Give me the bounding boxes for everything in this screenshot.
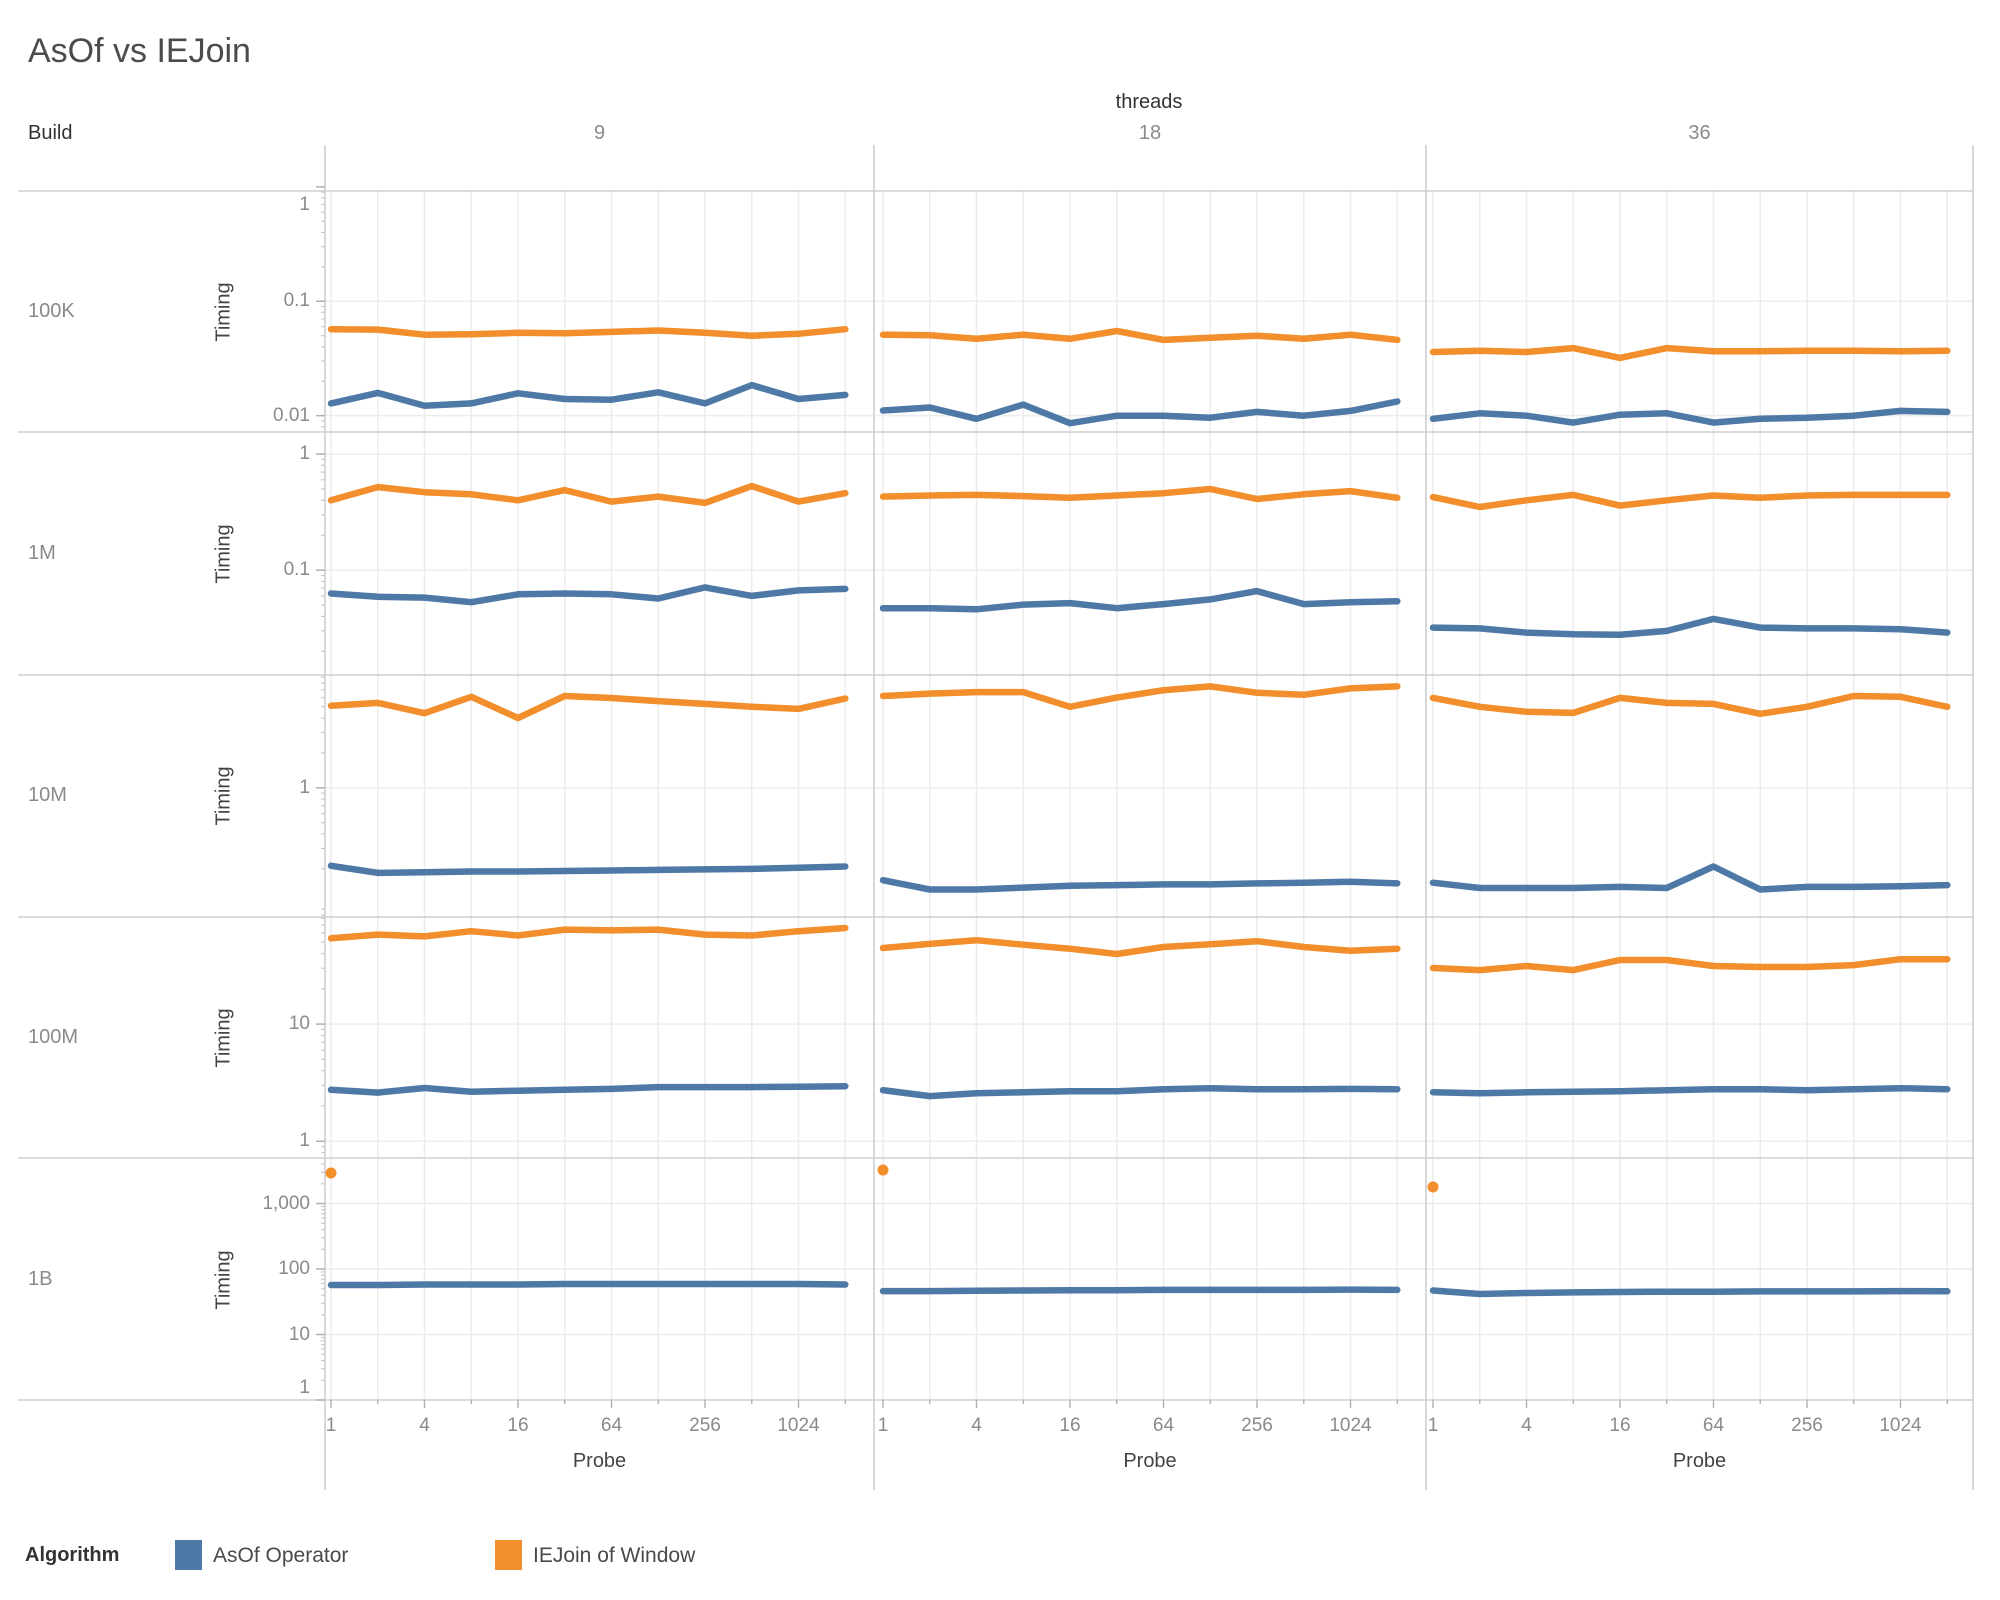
- x-tick-label: 256: [1791, 1415, 1823, 1436]
- page-title: AsOf vs IEJoin: [28, 32, 251, 70]
- iejoin-window-point-1B-18[interactable]: [877, 1164, 889, 1176]
- iejoin-window-point-1B-9[interactable]: [325, 1167, 337, 1179]
- asof-operator-line-100M-18[interactable]: [879, 1084, 1401, 1100]
- iejoin-window-line-10M-36[interactable]: [1429, 692, 1951, 718]
- x-tick-label: 64: [1152, 1415, 1175, 1436]
- iejoin-window-line-100M-9[interactable]: [327, 924, 849, 942]
- x-tick-label: 64: [600, 1415, 623, 1436]
- y-tick-label: 1,000: [262, 1192, 310, 1214]
- y-axis-title: Timing: [212, 1007, 235, 1068]
- iejoin-window-line-10M-9[interactable]: [327, 692, 849, 722]
- y-axis-title: Timing: [212, 1249, 235, 1310]
- legend: Algorithm AsOf Operator IEJoin of Window: [0, 1536, 2000, 1580]
- x-tick-label: 16: [1609, 1415, 1631, 1436]
- y-tick-label: 100: [278, 1258, 310, 1279]
- column-header-9: 9: [593, 122, 606, 144]
- asof-operator-line-1M-18[interactable]: [879, 587, 1401, 613]
- legend-swatch-asof[interactable]: [175, 1540, 202, 1570]
- x-tick-label: 1024: [1879, 1415, 1922, 1436]
- x-tick-label: 4: [1521, 1415, 1532, 1436]
- column-header-36: 36: [1688, 122, 1711, 144]
- row-label-1M: 1M: [28, 541, 56, 564]
- legend-label-asof[interactable]: AsOf Operator: [213, 1544, 349, 1567]
- asof-operator-line-100K-36[interactable]: [1429, 407, 1951, 426]
- y-tick-label: 0.1: [283, 559, 310, 581]
- y-axis-title: Timing: [212, 523, 235, 584]
- iejoin-window-line-100K-9[interactable]: [327, 325, 849, 339]
- asof-operator-line-100M-36[interactable]: [1429, 1084, 1951, 1097]
- legend-label-iejoin[interactable]: IEJoin of Window: [533, 1544, 696, 1567]
- iejoin-window-line-100K-18[interactable]: [879, 327, 1401, 344]
- row-label-1B: 1B: [28, 1267, 53, 1290]
- x-tick-label: 64: [1702, 1415, 1725, 1436]
- iejoin-window-line-1M-9[interactable]: [327, 482, 849, 507]
- iejoin-window-line-100K-36[interactable]: [1429, 344, 1951, 362]
- x-tick-label: 1: [1427, 1415, 1439, 1436]
- asof-operator-line-100M-9[interactable]: [327, 1082, 849, 1096]
- y-tick-label: 1: [299, 776, 310, 798]
- iejoin-window-line-10M-18[interactable]: [879, 683, 1401, 711]
- x-tick-label: 256: [1241, 1415, 1273, 1436]
- y-tick-label: 0.01: [273, 404, 310, 426]
- asof-operator-line-1B-18[interactable]: [879, 1286, 1401, 1295]
- x-tick-label: 4: [971, 1415, 982, 1436]
- asof-operator-line-10M-36[interactable]: [1429, 863, 1951, 893]
- column-header-18: 18: [1138, 122, 1162, 144]
- y-axis-title: Timing: [212, 281, 235, 342]
- asof-operator-line-10M-18[interactable]: [879, 876, 1401, 893]
- asof-operator-line-100K-9[interactable]: [327, 381, 849, 410]
- iejoin-window-line-1M-18[interactable]: [879, 485, 1401, 503]
- y-tick-label: 1: [299, 1377, 310, 1398]
- iejoin-window-point-1B-36[interactable]: [1427, 1181, 1439, 1193]
- y-tick-label: 1: [299, 194, 310, 215]
- asof-operator-line-1B-36[interactable]: [1429, 1287, 1951, 1298]
- x-axis-title: Probe: [1123, 1450, 1177, 1472]
- x-axis-title: Probe: [1672, 1450, 1727, 1472]
- legend-swatch-iejoin[interactable]: [495, 1540, 522, 1570]
- iejoin-window-line-100M-18[interactable]: [879, 936, 1401, 958]
- y-tick-label: 0.1: [283, 290, 310, 312]
- x-tick-label: 1: [325, 1415, 337, 1436]
- row-field-label: Build: [28, 122, 73, 144]
- asof-operator-line-10M-9[interactable]: [327, 862, 849, 877]
- y-tick-label: 1: [299, 443, 310, 465]
- x-axis-title: Probe: [572, 1450, 627, 1472]
- x-tick-label: 4: [419, 1415, 430, 1436]
- x-tick-label: 16: [507, 1415, 529, 1436]
- row-label-100M: 100M: [28, 1025, 79, 1048]
- asof-operator-line-100K-18[interactable]: [879, 398, 1401, 427]
- x-tick-label: 1: [877, 1415, 889, 1436]
- asof-operator-line-1B-9[interactable]: [327, 1280, 849, 1289]
- asof-operator-line-1M-9[interactable]: [327, 584, 849, 606]
- x-tick-label: 1024: [1329, 1415, 1372, 1436]
- iejoin-window-line-100M-36[interactable]: [1429, 955, 1951, 974]
- y-tick-label: 10: [288, 1323, 310, 1345]
- x-tick-label: 16: [1059, 1415, 1081, 1436]
- asof-operator-line-1M-36[interactable]: [1429, 615, 1951, 638]
- x-tick-label: 256: [689, 1415, 721, 1436]
- legend-title: Algorithm: [25, 1544, 120, 1566]
- x-tick-label: 1024: [777, 1415, 820, 1436]
- col-field-label: threads: [1115, 91, 1183, 113]
- row-label-100K: 100K: [28, 299, 75, 322]
- y-axis-title: Timing: [212, 766, 235, 826]
- y-tick-label: 10: [288, 1013, 310, 1035]
- y-tick-label: 1: [299, 1130, 310, 1152]
- iejoin-window-line-1M-36[interactable]: [1429, 491, 1951, 511]
- row-label-10M: 10M: [28, 784, 67, 806]
